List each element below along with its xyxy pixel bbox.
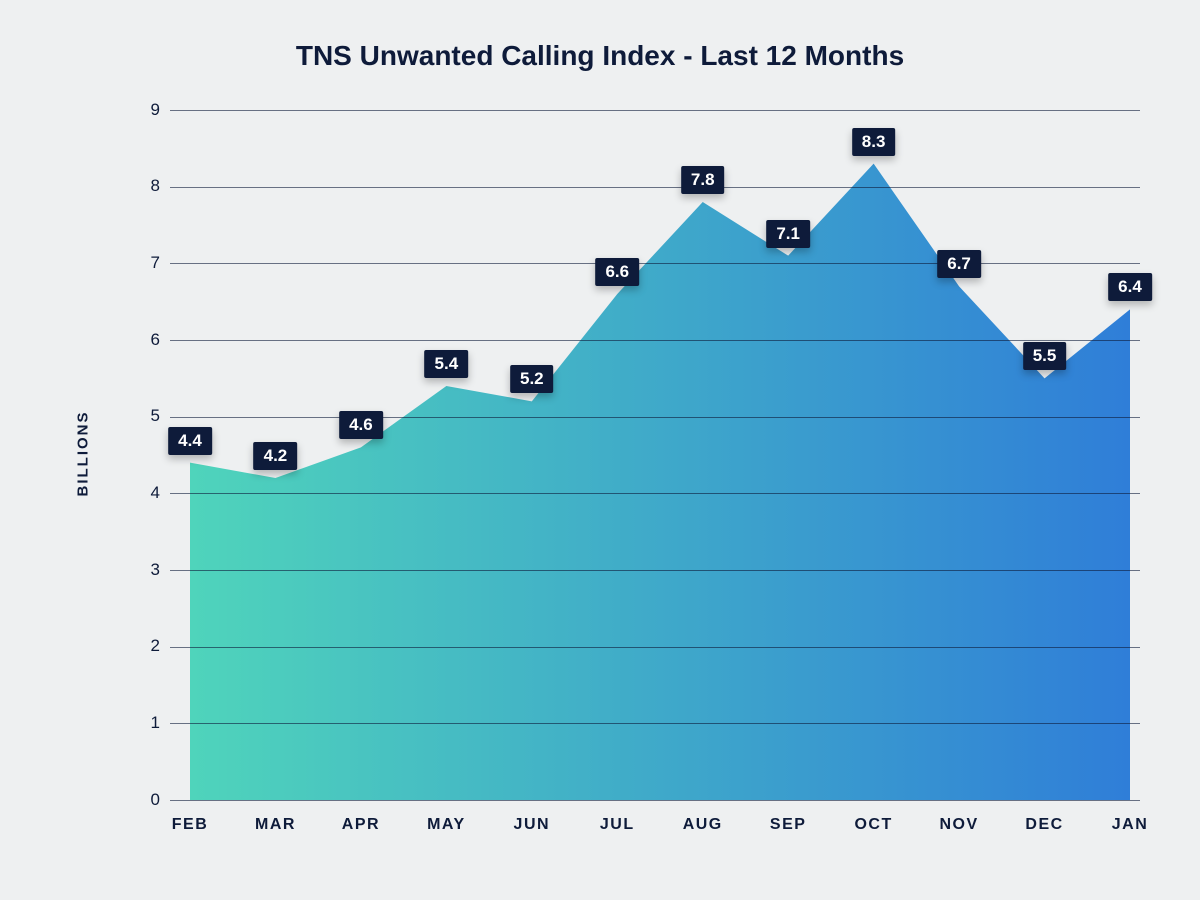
gridline [170, 110, 1140, 111]
x-tick: JAN [1090, 816, 1170, 834]
data-label: 4.2 [254, 442, 298, 470]
gridline [170, 647, 1140, 648]
chart-title: TNS Unwanted Calling Index - Last 12 Mon… [0, 40, 1200, 72]
data-label: 7.8 [681, 166, 725, 194]
data-label: 4.6 [339, 411, 383, 439]
gridline [170, 187, 1140, 188]
x-tick: SEP [748, 816, 828, 834]
area-fill [170, 110, 1140, 800]
y-tick: 8 [130, 176, 160, 196]
data-label: 6.6 [595, 258, 639, 286]
y-tick: 1 [130, 713, 160, 733]
y-tick: 2 [130, 636, 160, 656]
x-tick: OCT [834, 816, 914, 834]
data-label: 7.1 [766, 220, 810, 248]
y-tick: 0 [130, 790, 160, 810]
data-label: 6.7 [937, 250, 981, 278]
plot-area: 4.44.24.65.45.26.67.87.18.36.75.56.4 [170, 110, 1140, 800]
y-tick: 3 [130, 560, 160, 580]
data-label: 6.4 [1108, 273, 1152, 301]
gridline [170, 723, 1140, 724]
data-label: 8.3 [852, 128, 896, 156]
data-label: 4.4 [168, 427, 212, 455]
x-tick: APR [321, 816, 401, 834]
x-tick: MAR [235, 816, 315, 834]
x-tick: MAY [406, 816, 486, 834]
x-tick: AUG [663, 816, 743, 834]
gridline [170, 263, 1140, 264]
y-tick: 7 [130, 253, 160, 273]
data-label: 5.2 [510, 365, 554, 393]
x-tick: JUL [577, 816, 657, 834]
gridline [170, 570, 1140, 571]
y-tick: 5 [130, 406, 160, 426]
y-axis-label: BILLIONS [75, 411, 92, 497]
gridline [170, 340, 1140, 341]
data-label: 5.4 [425, 350, 469, 378]
x-tick: FEB [150, 816, 230, 834]
y-tick: 4 [130, 483, 160, 503]
data-label: 5.5 [1023, 342, 1067, 370]
x-tick: JUN [492, 816, 572, 834]
y-tick: 9 [130, 100, 160, 120]
y-tick: 6 [130, 330, 160, 350]
gridline [170, 417, 1140, 418]
gridline [170, 493, 1140, 494]
x-tick: DEC [1005, 816, 1085, 834]
gridline [170, 800, 1140, 801]
x-tick: NOV [919, 816, 999, 834]
